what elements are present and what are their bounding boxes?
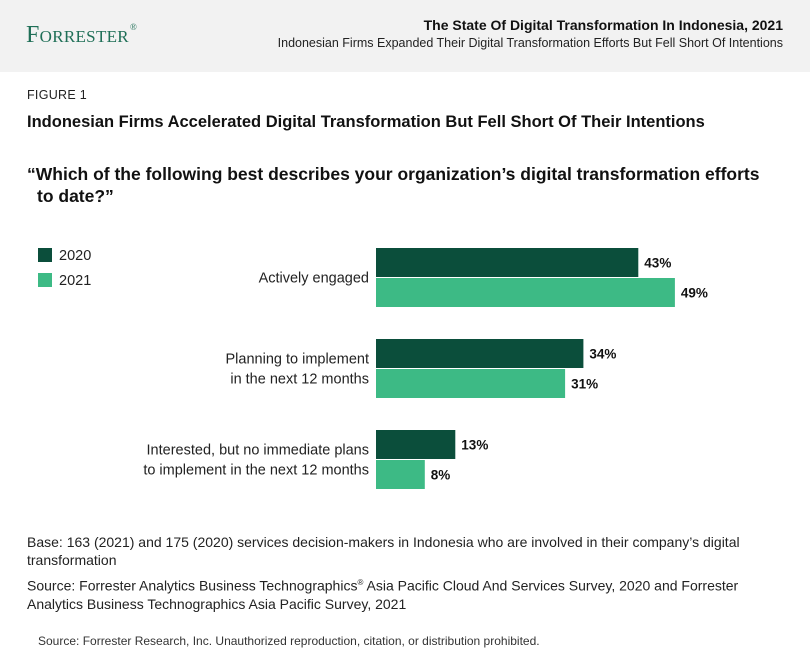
legend-label-2020: 2020 <box>59 248 91 264</box>
bar-2021-0 <box>376 278 675 307</box>
bar-2020-0 <box>376 248 639 277</box>
category-label-1: in the next 12 months <box>230 372 369 388</box>
value-label-2021-2: 8% <box>431 468 451 483</box>
chart-legend: 2020 2021 <box>38 248 91 289</box>
value-label-2021-1: 31% <box>571 377 598 392</box>
category-label-0: Actively engaged <box>259 271 369 287</box>
figure-title: Indonesian Firms Accelerated Digital Tra… <box>27 113 705 131</box>
value-label-2020-0: 43% <box>644 256 671 271</box>
category-labels: Actively engaged Planning to implement in … <box>143 271 369 479</box>
registered-mark: ® <box>129 22 138 32</box>
chart-bars <box>376 248 675 489</box>
bar-2020-1 <box>376 339 584 368</box>
bar-2020-2 <box>376 430 456 459</box>
survey-question: “Which of the following best describes y… <box>27 164 760 206</box>
base-note: Base: 163 (2021) and 175 (2020) services… <box>27 534 740 568</box>
bar-chart: 2020 2021 Actively engaged Planning to imp… <box>38 248 708 489</box>
report-subtitle: Indonesian Firms Expanded Their Digital … <box>277 36 783 50</box>
legend-swatch-2020 <box>38 248 52 262</box>
forrester-logo: Forrester® <box>26 22 138 48</box>
copyright-footer: Source: Forrester Research, Inc. Unautho… <box>38 634 540 648</box>
legend-label-2021: 2021 <box>59 273 91 289</box>
category-label-1: Planning to implement <box>226 352 369 368</box>
category-label-2: Interested, but no immediate plans <box>147 443 369 459</box>
value-label-2020-1: 34% <box>589 347 616 362</box>
legend-swatch-2021 <box>38 273 52 287</box>
source-note: Source: Forrester Analytics Business Tec… <box>27 577 739 612</box>
figure-number: FIGURE 1 <box>27 88 88 102</box>
value-label-2020-2: 13% <box>461 438 488 453</box>
value-labels: 43% 49% 34% 31% 13% 8% <box>431 256 708 483</box>
value-label-2021-0: 49% <box>681 286 708 301</box>
category-label-2: to implement in the next 12 months <box>143 463 369 479</box>
bar-2021-2 <box>376 460 425 489</box>
report-header: Forrester® The State Of Digital Transfor… <box>0 0 810 72</box>
bar-2021-1 <box>376 369 566 398</box>
report-title: The State Of Digital Transformation In I… <box>423 17 783 33</box>
